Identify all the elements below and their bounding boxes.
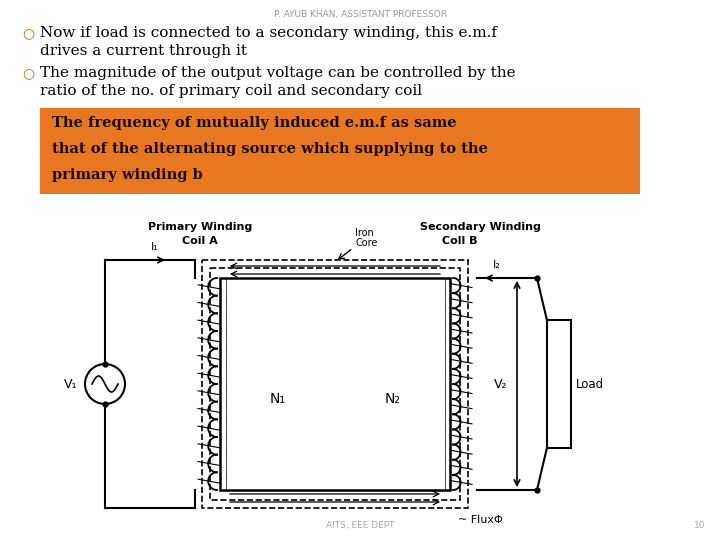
Text: V₂: V₂ [493,377,507,390]
Text: V₁: V₁ [63,377,77,390]
Text: Primary Winding: Primary Winding [148,222,252,232]
Text: AITS, EEE DEPT: AITS, EEE DEPT [325,521,395,530]
Text: Core: Core [355,238,377,248]
Text: ratio of the no. of primary coil and secondary coil: ratio of the no. of primary coil and sec… [40,84,422,98]
Bar [40,108,640,194]
Text: primary winding b: primary winding b [52,168,203,182]
Text: The frequency of mutually induced e.m.f as same: The frequency of mutually induced e.m.f … [52,116,456,130]
Text: N₂: N₂ [384,392,400,406]
Text: Load: Load [576,377,604,390]
Text: I₂: I₂ [493,260,501,270]
Text: Secondary Winding: Secondary Winding [420,222,541,232]
Bar [202,260,468,508]
Bar [547,320,571,448]
Text: Coil A: Coil A [182,236,218,246]
Text: N₁: N₁ [269,392,286,406]
Text: that of the alternating source which supplying to the: that of the alternating source which sup… [52,142,488,156]
Bar [210,268,460,500]
Text: ○: ○ [22,66,34,80]
Text: Coll B: Coll B [442,236,478,246]
Text: ○: ○ [22,26,34,40]
Text: Iron: Iron [355,228,374,238]
Text: 10: 10 [693,521,705,530]
Text: Now if load is connected to a secondary winding, this e.m.f: Now if load is connected to a secondary … [40,26,497,40]
Text: drives a current through it: drives a current through it [40,44,247,58]
Text: I₁: I₁ [151,242,159,252]
Text: ~ FluxΦ: ~ FluxΦ [458,515,503,525]
Text: P. AYUB KHAN, ASSISTANT PROFESSOR: P. AYUB KHAN, ASSISTANT PROFESSOR [274,10,446,19]
Bar [220,278,450,490]
Text: The magnitude of the output voltage can be controlled by the: The magnitude of the output voltage can … [40,66,516,80]
